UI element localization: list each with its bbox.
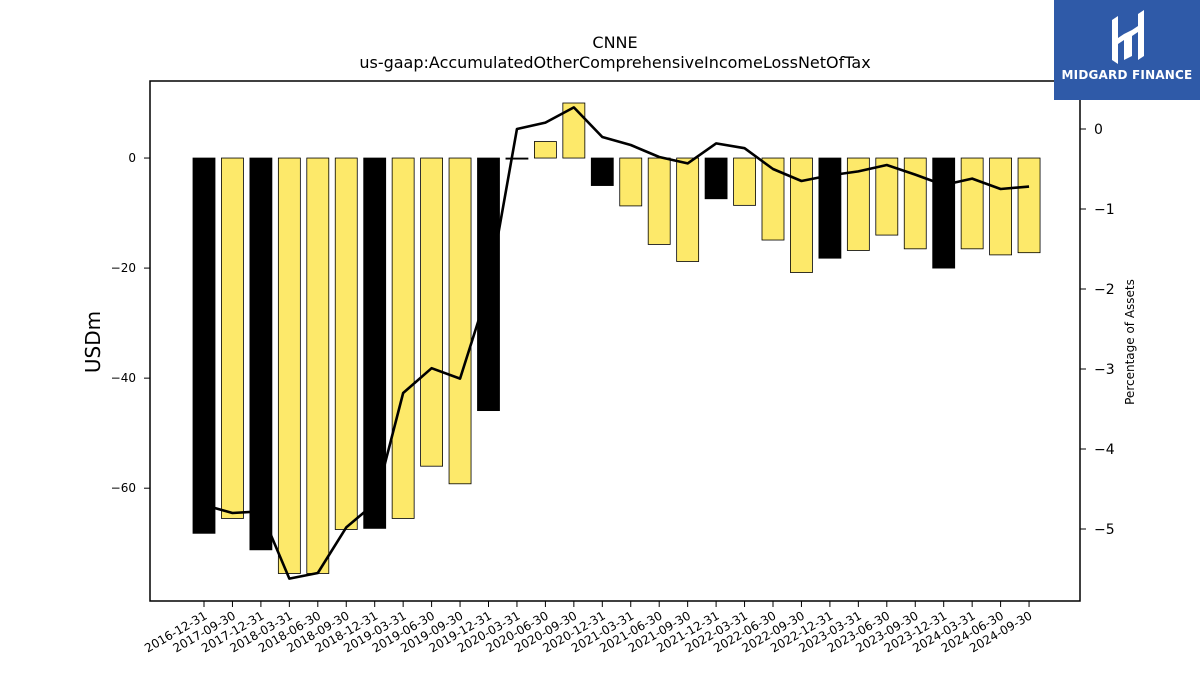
y-tick-label: −20 xyxy=(111,261,136,275)
bar xyxy=(960,157,984,250)
bar xyxy=(1017,157,1041,254)
logo-text: MIDGARD FINANCE xyxy=(1061,68,1193,82)
bar xyxy=(534,141,557,159)
y2-tick-label: −4 xyxy=(1094,442,1115,458)
y-tick-label: 0 xyxy=(128,151,136,165)
line-series xyxy=(203,106,1030,580)
y2-tick-label: −3 xyxy=(1094,362,1115,378)
bar xyxy=(221,157,244,519)
chart-subtitle: us-gaap:AccumulatedOtherComprehensiveInc… xyxy=(359,53,870,72)
bar xyxy=(420,157,444,467)
y2-tick-label: −1 xyxy=(1094,202,1115,218)
y-axis-label: USDm xyxy=(81,311,105,373)
bar xyxy=(306,157,330,574)
y-tick-label: −60 xyxy=(111,481,136,495)
logo-mark-icon xyxy=(1112,10,1144,64)
y2-tick-label: 0 xyxy=(1094,122,1103,138)
bar xyxy=(647,157,671,245)
bar xyxy=(562,102,586,159)
bar xyxy=(818,157,842,259)
bar xyxy=(676,157,700,262)
bar xyxy=(903,157,927,250)
bar xyxy=(932,157,956,269)
bar xyxy=(448,157,472,485)
bar xyxy=(334,157,358,530)
bar xyxy=(704,157,728,200)
plot-frame xyxy=(149,80,1081,602)
bar xyxy=(391,157,415,519)
bar xyxy=(790,157,813,273)
y2-tick-label: −5 xyxy=(1094,522,1115,538)
y-tick-label: −40 xyxy=(111,371,136,385)
bar xyxy=(363,157,387,529)
y2-tick-label: −2 xyxy=(1094,282,1115,298)
bar xyxy=(192,157,216,534)
y2-axis-label: Percentage of Assets xyxy=(1123,279,1137,405)
bar xyxy=(846,157,870,251)
bar xyxy=(875,157,899,236)
bar xyxy=(619,157,643,207)
bar xyxy=(590,157,614,186)
bar xyxy=(277,157,301,574)
chart-title: CNNE xyxy=(592,33,637,52)
bar xyxy=(733,157,756,206)
bar xyxy=(505,157,529,160)
bar xyxy=(761,157,785,241)
bar xyxy=(249,157,273,551)
brand-logo: MIDGARD FINANCE xyxy=(1054,0,1200,100)
bar xyxy=(989,157,1012,256)
